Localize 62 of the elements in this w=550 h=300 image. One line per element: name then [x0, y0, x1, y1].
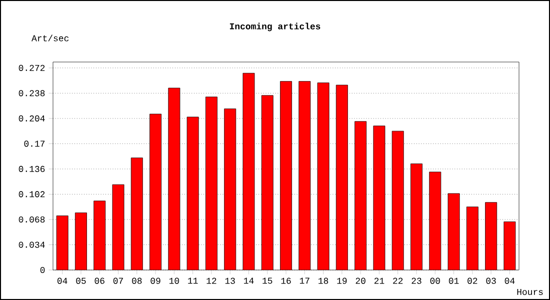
x-tick-label: 22: [393, 278, 403, 284]
x-tick-label: 16: [281, 278, 291, 284]
y-tick-label: 0.034: [18, 242, 45, 248]
bar: [224, 108, 236, 270]
bar: [280, 81, 292, 270]
y-tick-label: 0.136: [18, 166, 45, 172]
x-tick-label: 15: [262, 278, 272, 284]
x-tick-label: 14: [244, 278, 254, 284]
x-axis-title: Hours: [517, 289, 543, 296]
x-tick-label: 01: [448, 278, 459, 284]
bar: [504, 222, 516, 270]
y-tick-label: 0.238: [18, 90, 45, 96]
y-tick-label: 0.102: [18, 191, 45, 198]
bar: [336, 84, 348, 270]
x-tick-label: 20: [356, 278, 366, 284]
x-tick-label: 19: [337, 278, 347, 284]
bar: [205, 96, 218, 270]
x-tick-label: 04: [504, 278, 515, 284]
x-tick-label: 17: [300, 278, 310, 284]
y-tick-label: 0.17: [24, 140, 45, 147]
bar: [74, 212, 87, 270]
x-tick-label: 21: [374, 278, 384, 284]
bar: [392, 130, 404, 270]
x-tick-label: 18: [318, 278, 328, 284]
x-tick-label: 04: [57, 278, 68, 284]
bar: [448, 193, 460, 270]
x-tick-label: 00: [430, 278, 440, 284]
bar: [130, 158, 143, 270]
x-tick-label: 23: [412, 278, 422, 284]
x-tick-label: 13: [225, 278, 235, 284]
bar: [112, 184, 124, 270]
x-tick-label: 03: [486, 278, 496, 284]
x-tick-label: 12: [206, 278, 216, 284]
x-tick-label: 07: [113, 278, 123, 284]
bar: [410, 164, 422, 270]
bar: [56, 216, 68, 270]
bar: [354, 121, 367, 270]
bar: [373, 126, 386, 270]
bar: [298, 81, 311, 270]
x-tick-label: 02: [468, 278, 478, 284]
bar: [168, 88, 180, 270]
chart-title: Incoming articles: [230, 22, 320, 32]
x-tick-label: 11: [188, 278, 198, 284]
y-tick-label: 0.272: [18, 64, 45, 71]
bar: [242, 72, 255, 270]
bar: [261, 95, 274, 270]
y-tick-label: 0: [40, 266, 45, 274]
bar: [429, 172, 442, 270]
bar: [317, 82, 330, 270]
bar: [186, 116, 199, 270]
y-tick-label: 0.068: [18, 216, 45, 223]
bar: [94, 200, 106, 270]
x-tick-label: 06: [94, 278, 104, 284]
x-tick-label: 05: [76, 278, 86, 284]
bar: [485, 202, 498, 270]
bar: [150, 114, 162, 270]
x-tick-label: 09: [150, 278, 160, 284]
x-tick-label: 10: [169, 278, 179, 284]
x-tick-label: 08: [132, 278, 142, 284]
y-axis-title: Art/sec: [32, 34, 69, 42]
y-tick-label: 0.204: [18, 115, 45, 122]
bar: [466, 206, 478, 270]
